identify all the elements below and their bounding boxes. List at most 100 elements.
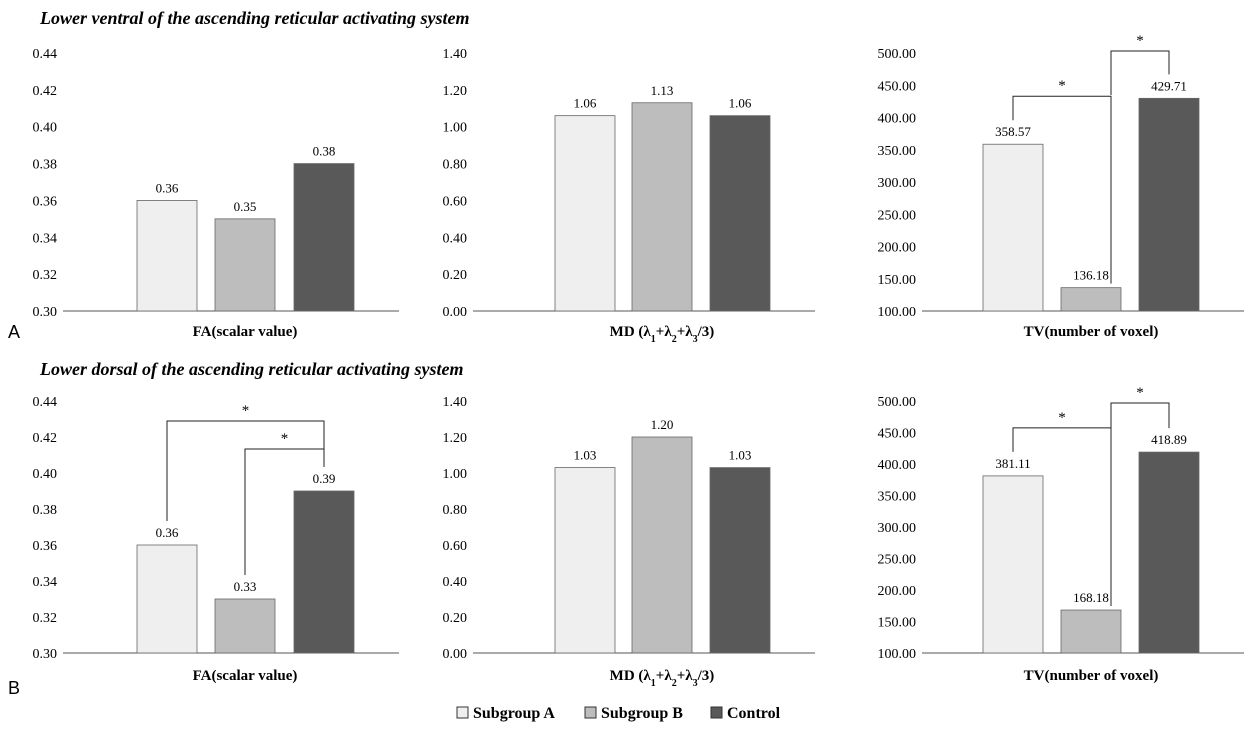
bar-subgroup-b (214, 218, 276, 312)
y-tick-label: 200.00 (878, 584, 917, 599)
x-axis-label: MD (λ1+λ2+λ3/3) (610, 324, 715, 345)
significance-star: * (242, 403, 250, 419)
y-tick-label: 0.40 (443, 231, 468, 246)
significance-bracket (166, 420, 325, 521)
y-tick-label: 1.00 (443, 121, 468, 136)
y-tick-label: 250.00 (878, 553, 917, 568)
chart-a-1: 0.30 0.32 0.34 0.36 0.38 0.40 0.42 0.44 0.36 0.35… (33, 47, 399, 340)
x-axis-label: FA(scalar value) (193, 668, 298, 684)
data-label: 136.18 (1073, 268, 1109, 283)
bar-subgroup-b (631, 102, 693, 312)
significance-star: * (1136, 385, 1144, 401)
y-tick-label: 0.30 (33, 647, 58, 662)
significance-bracket (1012, 427, 1112, 607)
bar-subgroup-a (136, 200, 198, 312)
bar-subgroup-a (554, 115, 616, 312)
data-label: 1.06 (729, 96, 752, 111)
y-tick-label: 350.00 (878, 144, 917, 159)
y-tick-label: 0.40 (33, 467, 58, 482)
data-label: 1.03 (729, 448, 752, 463)
significance-bracket (1110, 402, 1170, 443)
data-label: 1.06 (574, 96, 597, 111)
bar-subgroup-a (136, 544, 198, 654)
bar-subgroup-a (982, 475, 1044, 654)
legend-label-subgroup-b: Subgroup B (601, 705, 683, 722)
y-tick-label: 0.60 (443, 539, 468, 554)
x-axis-label: MD (λ1+λ2+λ3/3) (610, 668, 715, 689)
y-tick-label: 0.34 (33, 575, 58, 590)
data-label: 168.18 (1073, 590, 1109, 605)
significance-star: * (1136, 33, 1144, 49)
legend: Subgroup A Subgroup B Control (456, 705, 781, 722)
legend-label-subgroup-a: Subgroup A (473, 705, 555, 722)
data-label: 0.38 (313, 144, 336, 159)
y-tick-label: 400.00 (878, 112, 917, 127)
y-tick-label: 0.32 (33, 268, 58, 283)
panel-b-letter: B (8, 678, 20, 698)
y-tick-label: 0.20 (443, 268, 468, 283)
bar-subgroup-b (631, 436, 693, 654)
data-label: 0.36 (156, 180, 179, 195)
bar-control (709, 467, 771, 654)
bar-control (709, 115, 771, 312)
x-axis-label: TV(number of voxel) (1024, 668, 1159, 684)
y-tick-label: 0.00 (443, 647, 468, 662)
y-tick-label: 0.40 (33, 121, 58, 136)
data-label: 0.39 (313, 471, 336, 486)
bar-control (1138, 97, 1200, 312)
data-label: 381.11 (995, 456, 1030, 471)
y-tick-label: 150.00 (878, 616, 917, 631)
legend-swatch-subgroup-a (456, 706, 469, 719)
significance-bracket (1110, 50, 1170, 95)
y-tick-label: 100.00 (878, 647, 917, 662)
significance-star: * (1058, 410, 1066, 426)
bar-control (293, 490, 355, 654)
y-tick-label: 0.44 (33, 47, 58, 62)
y-tick-label: 1.00 (443, 467, 468, 482)
y-tick-label: 0.38 (33, 158, 58, 173)
chart-a-3: 100.00 150.00 200.00 250.00 300.00 350.00 400.… (878, 33, 1244, 340)
significance-bracket (244, 448, 325, 575)
data-label: 0.35 (234, 199, 257, 214)
data-label: 1.13 (651, 83, 674, 98)
data-label: 0.33 (234, 579, 257, 594)
data-label: 358.57 (995, 124, 1031, 139)
y-tick-label: 100.00 (878, 305, 917, 320)
panel-a-letter: A (8, 322, 20, 342)
y-tick-label: 450.00 (878, 79, 917, 94)
panel-a-title: Lower ventral of the ascending reticular… (39, 8, 469, 28)
y-tick-label: 0.20 (443, 611, 468, 626)
y-tick-label: 500.00 (878, 47, 917, 62)
y-tick-label: 250.00 (878, 208, 917, 223)
chart-b-3: 100.00 150.00 200.00 250.00 300.00 350.00 400.… (878, 385, 1244, 684)
y-tick-label: 1.20 (443, 431, 468, 446)
legend-swatch-control (710, 706, 723, 719)
significance-star: * (281, 431, 289, 447)
bar-subgroup-b (1060, 609, 1122, 654)
y-tick-label: 350.00 (878, 490, 917, 505)
y-tick-label: 0.44 (33, 395, 58, 410)
data-label: 429.71 (1151, 78, 1187, 93)
chart-a-2: 0.00 0.20 0.40 0.60 0.80 1.00 1.20 1.40 1.06 1.13… (443, 47, 815, 345)
legend-label-control: Control (727, 705, 781, 722)
significance-star: * (1058, 78, 1066, 94)
significance-bracket (1012, 95, 1112, 284)
y-tick-label: 0.30 (33, 305, 58, 320)
y-tick-label: 0.42 (33, 84, 58, 99)
data-label: 0.36 (156, 525, 179, 540)
x-axis-label: TV(number of voxel) (1024, 324, 1159, 340)
y-tick-label: 1.40 (443, 47, 468, 62)
y-tick-label: 500.00 (878, 395, 917, 410)
panel-b-title: Lower dorsal of the ascending reticular … (39, 359, 464, 379)
y-tick-label: 0.80 (443, 503, 468, 518)
y-tick-label: 0.32 (33, 611, 58, 626)
x-axis-label: FA(scalar value) (193, 324, 298, 340)
bar-subgroup-b (1060, 287, 1122, 312)
y-tick-label: 0.00 (443, 305, 468, 320)
bar-subgroup-a (554, 467, 616, 654)
charts-group: 0.30 0.32 0.34 0.36 0.38 0.40 0.42 0.44 0.36 0.35… (33, 33, 1244, 689)
y-tick-label: 1.40 (443, 395, 468, 410)
y-tick-label: 0.38 (33, 503, 58, 518)
y-tick-label: 450.00 (878, 427, 917, 442)
